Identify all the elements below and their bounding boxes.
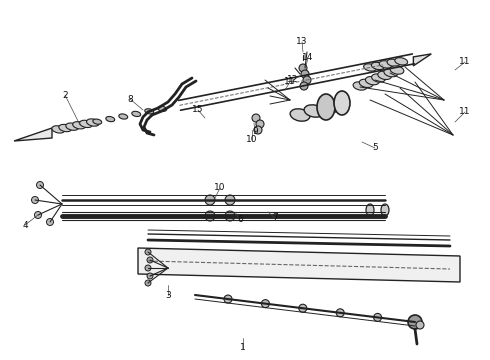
Ellipse shape xyxy=(145,109,154,114)
Text: 6: 6 xyxy=(237,216,243,225)
Circle shape xyxy=(205,211,215,221)
Circle shape xyxy=(416,321,424,329)
Text: 14: 14 xyxy=(302,54,314,63)
Text: 10: 10 xyxy=(246,135,258,144)
Text: 7: 7 xyxy=(272,213,278,222)
Ellipse shape xyxy=(359,79,373,87)
Ellipse shape xyxy=(366,204,374,216)
Ellipse shape xyxy=(395,58,408,65)
Text: 11: 11 xyxy=(284,77,296,86)
Ellipse shape xyxy=(59,124,72,132)
Ellipse shape xyxy=(366,77,379,85)
Ellipse shape xyxy=(132,111,141,117)
Ellipse shape xyxy=(384,68,398,77)
Ellipse shape xyxy=(381,204,389,216)
Text: 12: 12 xyxy=(287,76,299,85)
Ellipse shape xyxy=(87,119,99,126)
Ellipse shape xyxy=(79,120,93,127)
Circle shape xyxy=(256,120,264,128)
Circle shape xyxy=(205,195,215,205)
Text: 13: 13 xyxy=(296,37,308,46)
Polygon shape xyxy=(14,128,52,141)
Circle shape xyxy=(252,114,260,122)
Circle shape xyxy=(301,70,309,78)
Ellipse shape xyxy=(66,123,78,130)
Ellipse shape xyxy=(378,71,392,80)
Ellipse shape xyxy=(364,64,376,71)
Circle shape xyxy=(408,315,422,329)
Ellipse shape xyxy=(371,62,384,69)
Ellipse shape xyxy=(387,59,400,67)
Polygon shape xyxy=(414,54,431,66)
Circle shape xyxy=(225,211,235,221)
Text: 11: 11 xyxy=(459,58,471,67)
Text: 4: 4 xyxy=(22,220,28,230)
Ellipse shape xyxy=(73,122,85,129)
Text: 3: 3 xyxy=(165,291,171,300)
Ellipse shape xyxy=(290,109,310,121)
Text: 15: 15 xyxy=(192,105,204,114)
Circle shape xyxy=(145,265,151,271)
Circle shape xyxy=(299,64,307,72)
Circle shape xyxy=(254,126,262,134)
Circle shape xyxy=(300,82,308,90)
Text: 2: 2 xyxy=(62,90,68,99)
Ellipse shape xyxy=(158,106,167,111)
Circle shape xyxy=(147,257,153,263)
Circle shape xyxy=(145,280,151,286)
Ellipse shape xyxy=(379,61,392,68)
Circle shape xyxy=(373,314,382,321)
Text: 1: 1 xyxy=(240,343,246,352)
Circle shape xyxy=(47,219,53,225)
Circle shape xyxy=(31,197,39,203)
Circle shape xyxy=(336,309,344,317)
Polygon shape xyxy=(138,248,460,282)
Ellipse shape xyxy=(317,94,335,120)
Text: 8: 8 xyxy=(127,94,133,104)
Text: 9: 9 xyxy=(252,127,258,136)
Circle shape xyxy=(224,295,232,303)
Ellipse shape xyxy=(119,114,128,119)
Text: 11: 11 xyxy=(459,108,471,117)
Ellipse shape xyxy=(353,82,367,90)
Circle shape xyxy=(225,195,235,205)
Text: 5: 5 xyxy=(372,144,378,153)
Ellipse shape xyxy=(318,101,338,113)
Circle shape xyxy=(36,181,44,189)
Ellipse shape xyxy=(304,105,324,117)
Ellipse shape xyxy=(106,117,115,122)
Circle shape xyxy=(34,211,42,219)
Ellipse shape xyxy=(52,126,65,133)
Circle shape xyxy=(145,249,151,255)
Ellipse shape xyxy=(390,66,404,74)
Circle shape xyxy=(303,76,311,84)
Text: 10: 10 xyxy=(214,184,226,193)
Circle shape xyxy=(147,273,153,279)
Ellipse shape xyxy=(334,91,350,115)
Circle shape xyxy=(299,304,307,312)
Circle shape xyxy=(261,300,270,308)
Ellipse shape xyxy=(371,74,386,82)
Ellipse shape xyxy=(93,119,102,124)
